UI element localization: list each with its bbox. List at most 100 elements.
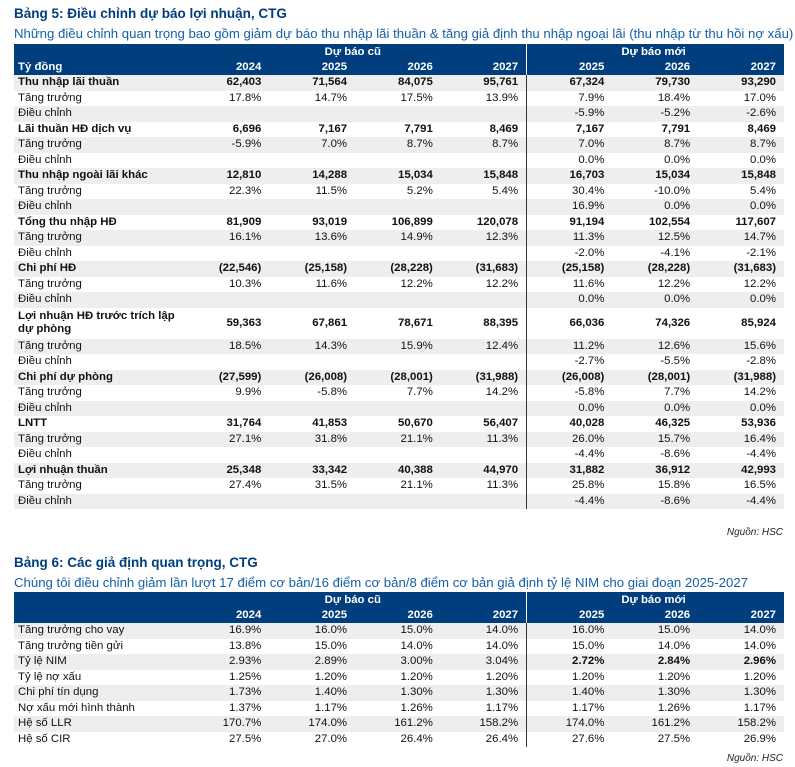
value-cell: 161.2% — [394, 717, 433, 730]
value-cell — [441, 153, 527, 169]
value-cell: 1.40% — [314, 686, 348, 699]
value-cell — [441, 494, 527, 510]
value-cell: (31,988) — [733, 370, 776, 383]
value-cell: 1.30% — [743, 686, 776, 699]
value-cell: -5.9% — [231, 138, 262, 151]
value-cell: 22.3% — [228, 184, 262, 197]
value-cell: 15.0% — [657, 624, 691, 637]
table6-title: Bảng 6: Các giả định quan trọng, CTG — [14, 555, 258, 570]
value-cell: 7.0% — [526, 137, 613, 153]
row-label: Nợ xấu mới hình thành — [18, 701, 135, 714]
value-cell: 46,325 — [655, 417, 691, 430]
value-cell — [441, 292, 527, 308]
year-header: 2024 — [235, 61, 262, 74]
value-cell: -8.6% — [660, 494, 691, 507]
value-cell: 8,469 — [489, 122, 519, 135]
row-label: Lợi nhuận thuần — [18, 463, 108, 476]
year-header-row: Tỷ đồng 2024 2025 2026 2027 2025 2026 2027 — [14, 59, 784, 75]
table-row: Tăng trưởng 10.3% 11.6% 12.2% 12.2% 11.6% 12.2… — [14, 276, 784, 292]
value-cell: 9.9% — [235, 386, 262, 399]
value-cell — [269, 153, 355, 169]
table5-source: Nguồn: HSC — [726, 527, 783, 538]
value-cell: (22,546) — [218, 262, 262, 275]
row-label: Điều chỉnh — [18, 448, 72, 461]
table-row: Tăng trưởng 27.1% 31.8% 21.1% 11.3% 26.0% 15.7… — [14, 431, 784, 447]
value-cell: 12.6% — [657, 339, 691, 352]
value-cell: 27.1% — [228, 432, 262, 445]
value-cell — [184, 153, 270, 169]
value-cell: 81,909 — [226, 215, 262, 228]
value-cell: 62,403 — [226, 76, 262, 89]
row-label: Điều chỉnh — [18, 107, 72, 120]
value-cell: 21.1% — [400, 479, 433, 492]
value-cell: 0.0% — [750, 200, 776, 213]
value-cell: 14,288 — [312, 169, 348, 182]
value-cell: 1.37% — [228, 701, 262, 714]
value-cell: -2.1% — [746, 246, 776, 259]
table-row: Điều chỉnh -2.0% -4.1% -2.1% — [14, 245, 784, 262]
row-label: Chi phí tín dụng — [18, 686, 99, 699]
value-cell: 12.2% — [657, 277, 691, 290]
value-cell — [184, 354, 270, 370]
row-label: Tăng trưởng — [18, 138, 82, 151]
value-cell: 158.2% — [737, 717, 776, 730]
row-label: Tổng thu nhập HĐ — [18, 215, 117, 228]
value-cell: 7,791 — [661, 122, 691, 135]
table-row: Điều chỉnh -4.4% -8.6% -4.4% — [14, 447, 784, 463]
value-cell: 1.30% — [485, 686, 519, 699]
row-label: Tăng trưởng — [18, 432, 82, 445]
table-row: Nợ xấu mới hình thành 1.37% 1.17% 1.26% 1.17… — [14, 700, 784, 716]
value-cell: (31,683) — [475, 262, 519, 275]
value-cell: 18.4% — [657, 91, 691, 104]
value-cell: -5.5% — [660, 355, 691, 368]
group-header-row: Dự báo cũ Dự báo mới — [14, 592, 784, 608]
value-cell: 8.7% — [664, 138, 691, 151]
value-cell: 31,882 — [526, 462, 613, 478]
value-cell: 1.40% — [526, 685, 613, 701]
year-header: 2025 — [321, 609, 348, 622]
value-cell: 0.0% — [664, 401, 691, 414]
value-cell: 27.5% — [657, 732, 691, 745]
value-cell: 41,853 — [312, 417, 348, 430]
table-row: Tăng trưởng 9.9% -5.8% 7.7% 14.2% -5.8% 7.7% 14… — [14, 385, 784, 401]
value-cell — [355, 494, 441, 510]
value-cell: 11.3% — [526, 230, 613, 246]
value-cell: 3.00% — [400, 655, 433, 668]
value-cell: 5.2% — [406, 184, 433, 197]
value-cell: -2.8% — [746, 355, 776, 368]
row-label: Điều chỉnh — [18, 200, 72, 213]
table-row: Tăng trưởng cho vay 16.9% 16.0% 15.0% 14.0% 1… — [14, 623, 784, 639]
value-cell: 14.7% — [314, 91, 348, 104]
value-cell: -2.7% — [526, 354, 613, 370]
value-cell: 40,028 — [526, 416, 613, 432]
value-cell — [441, 447, 527, 463]
value-cell — [441, 401, 527, 417]
row-label: Tỷ lệ NIM — [18, 655, 67, 668]
table5-title: Bảng 5: Điều chỉnh dự báo lợi nhuận, CTG — [14, 6, 287, 21]
value-cell: 15.8% — [657, 479, 691, 492]
value-cell — [441, 246, 527, 262]
row-label: Chi phí dự phòng — [18, 370, 113, 383]
row-label: Điều chỉnh — [18, 355, 72, 368]
value-cell: 1.30% — [400, 686, 433, 699]
profit-forecast-table: Dự báo cũ Dự báo mới Tỷ đồng 2024 2025 2026 20… — [14, 44, 784, 509]
value-cell: 27.0% — [314, 732, 348, 745]
value-cell: 6,696 — [232, 122, 262, 135]
value-cell: 0.0% — [750, 153, 776, 166]
value-cell — [441, 354, 527, 370]
value-cell: 1.20% — [526, 669, 613, 685]
value-cell — [355, 246, 441, 262]
row-label: Tăng trưởng — [18, 277, 82, 290]
value-cell: -2.6% — [746, 107, 776, 120]
value-cell: 7.7% — [406, 386, 433, 399]
value-cell: 15,034 — [397, 169, 433, 182]
year-header: 2027 — [492, 609, 519, 622]
value-cell: 0.0% — [750, 293, 776, 306]
value-cell: 174.0% — [526, 716, 613, 732]
value-cell: 1.17% — [485, 701, 519, 714]
value-cell — [355, 106, 441, 122]
value-cell: 1.26% — [657, 701, 691, 714]
value-cell — [269, 292, 355, 308]
value-cell: 25,348 — [226, 463, 262, 476]
value-cell: 11.6% — [315, 277, 348, 290]
